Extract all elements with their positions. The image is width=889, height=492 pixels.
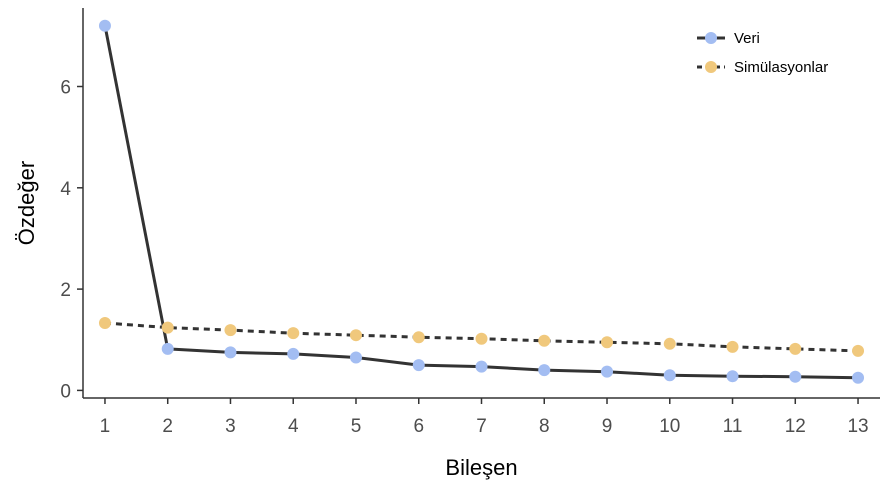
series-1-point: [287, 347, 300, 360]
series-2-point: [161, 321, 174, 334]
series-2-point: [726, 340, 739, 353]
legend-marker: [705, 61, 717, 73]
series-2-point: [538, 334, 551, 347]
series-1-point: [538, 364, 551, 377]
series-2-point: [287, 327, 300, 340]
x-ticks: 1 2 3 4 5 6 7 8 9 10 11 12 13: [100, 398, 869, 437]
x-tick-label: 5: [351, 416, 362, 437]
x-tick-label: 2: [162, 416, 173, 437]
x-tick-label: 7: [476, 416, 487, 437]
series-1-point: [349, 351, 362, 364]
y-tick-label: 4: [60, 179, 71, 200]
legend-label: Veri: [734, 30, 760, 47]
x-tick-label: 3: [225, 416, 236, 437]
series-2-point: [852, 344, 865, 357]
legend: Veri Simülasyonlar: [697, 30, 828, 76]
legend-label: Simülasyonlar: [734, 59, 828, 76]
series-2-point: [349, 329, 362, 342]
series-2-point: [412, 331, 425, 344]
x-tick-label: 8: [539, 416, 550, 437]
series-1-point: [475, 360, 488, 373]
y-tick-label: 2: [60, 280, 71, 301]
series-1-point: [98, 19, 111, 32]
series-2-point: [789, 342, 802, 355]
y-axis-title: Özdeğer: [14, 161, 39, 245]
x-tick-label: 10: [659, 416, 680, 437]
x-tick-label: 13: [847, 416, 868, 437]
legend-marker: [705, 32, 717, 44]
series-line-1: [103, 25, 859, 380]
series-2-point: [663, 337, 676, 350]
x-tick-label: 9: [602, 416, 613, 437]
y-tick-label: 6: [60, 78, 71, 99]
y-ticks: 0 2 4 6: [60, 78, 83, 402]
x-axis-title: Bileşen: [445, 455, 517, 480]
series-2-point: [224, 324, 237, 337]
x-tick-label: 1: [100, 416, 111, 437]
series-1-point: [412, 359, 425, 372]
series-1-point: [601, 365, 614, 378]
x-tick-label: 12: [785, 416, 806, 437]
series-1-point: [852, 371, 865, 384]
series-layer: [98, 19, 865, 384]
y-tick-label: 0: [60, 381, 71, 402]
series-1-point: [161, 342, 174, 355]
series-2-point: [98, 317, 111, 330]
series-1-point: [789, 370, 802, 383]
series-1-point: [726, 370, 739, 383]
series-2-point: [475, 332, 488, 345]
series-2-point: [601, 336, 614, 349]
series-1-point: [224, 346, 237, 359]
x-tick-label: 6: [413, 416, 424, 437]
x-tick-label: 11: [723, 416, 743, 437]
series-1-point: [663, 369, 676, 382]
x-tick-label: 4: [288, 416, 299, 437]
